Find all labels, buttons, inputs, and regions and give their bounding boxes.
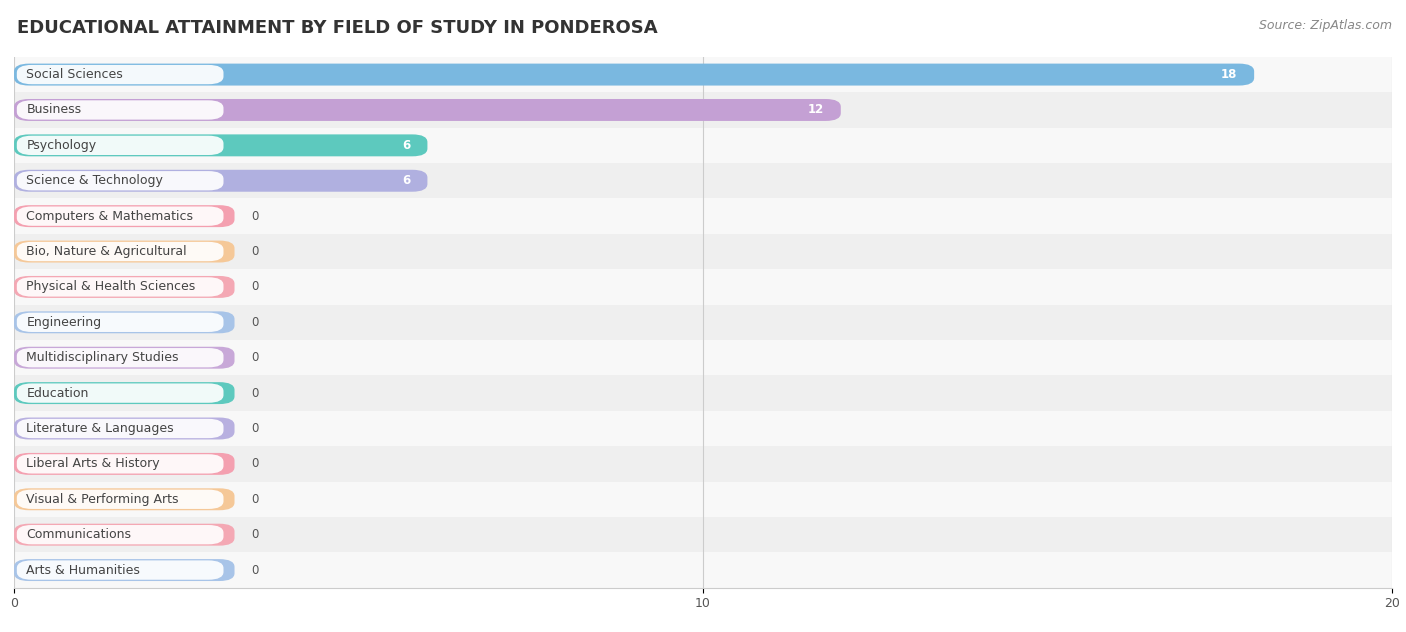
FancyBboxPatch shape xyxy=(14,524,235,545)
Text: 0: 0 xyxy=(252,493,259,506)
Bar xyxy=(14,552,1392,588)
Text: 0: 0 xyxy=(252,422,259,435)
FancyBboxPatch shape xyxy=(17,348,224,367)
FancyBboxPatch shape xyxy=(14,559,235,581)
Text: 0: 0 xyxy=(252,458,259,470)
Text: Business: Business xyxy=(27,104,82,116)
Text: 0: 0 xyxy=(252,387,259,399)
Text: Science & Technology: Science & Technology xyxy=(27,174,163,187)
Bar xyxy=(14,517,1392,552)
Text: 0: 0 xyxy=(252,210,259,222)
Bar xyxy=(14,198,1392,234)
Text: Education: Education xyxy=(27,387,89,399)
FancyBboxPatch shape xyxy=(14,241,235,262)
Bar xyxy=(14,163,1392,198)
Bar xyxy=(14,375,1392,411)
Text: Arts & Humanities: Arts & Humanities xyxy=(27,564,141,576)
Text: 6: 6 xyxy=(402,139,411,152)
Text: Psychology: Psychology xyxy=(27,139,97,152)
Text: Visual & Performing Arts: Visual & Performing Arts xyxy=(27,493,179,506)
Bar xyxy=(14,92,1392,128)
Bar xyxy=(14,57,1392,92)
Text: 0: 0 xyxy=(252,528,259,541)
FancyBboxPatch shape xyxy=(17,171,224,190)
Text: Physical & Health Sciences: Physical & Health Sciences xyxy=(27,281,195,293)
FancyBboxPatch shape xyxy=(17,242,224,261)
FancyBboxPatch shape xyxy=(17,313,224,332)
FancyBboxPatch shape xyxy=(17,419,224,438)
FancyBboxPatch shape xyxy=(14,135,427,156)
Text: 0: 0 xyxy=(252,245,259,258)
Text: Computers & Mathematics: Computers & Mathematics xyxy=(27,210,194,222)
Text: EDUCATIONAL ATTAINMENT BY FIELD OF STUDY IN PONDEROSA: EDUCATIONAL ATTAINMENT BY FIELD OF STUDY… xyxy=(17,19,658,37)
FancyBboxPatch shape xyxy=(17,65,224,84)
FancyBboxPatch shape xyxy=(17,384,224,403)
FancyBboxPatch shape xyxy=(17,277,224,296)
FancyBboxPatch shape xyxy=(14,64,1254,85)
Text: 0: 0 xyxy=(252,316,259,329)
FancyBboxPatch shape xyxy=(17,207,224,226)
FancyBboxPatch shape xyxy=(14,418,235,439)
FancyBboxPatch shape xyxy=(14,170,427,191)
FancyBboxPatch shape xyxy=(14,276,235,298)
Bar xyxy=(14,269,1392,305)
Text: 0: 0 xyxy=(252,564,259,576)
Text: Bio, Nature & Agricultural: Bio, Nature & Agricultural xyxy=(27,245,187,258)
Text: 12: 12 xyxy=(807,104,824,116)
FancyBboxPatch shape xyxy=(14,205,235,227)
FancyBboxPatch shape xyxy=(14,99,841,121)
Text: 0: 0 xyxy=(252,281,259,293)
FancyBboxPatch shape xyxy=(14,382,235,404)
Text: Communications: Communications xyxy=(27,528,131,541)
Bar xyxy=(14,482,1392,517)
FancyBboxPatch shape xyxy=(17,100,224,119)
Bar xyxy=(14,234,1392,269)
Bar xyxy=(14,128,1392,163)
FancyBboxPatch shape xyxy=(17,136,224,155)
Bar xyxy=(14,340,1392,375)
FancyBboxPatch shape xyxy=(17,561,224,580)
FancyBboxPatch shape xyxy=(14,312,235,333)
Text: Multidisciplinary Studies: Multidisciplinary Studies xyxy=(27,351,179,364)
FancyBboxPatch shape xyxy=(14,347,235,368)
FancyBboxPatch shape xyxy=(14,453,235,475)
Text: Engineering: Engineering xyxy=(27,316,101,329)
FancyBboxPatch shape xyxy=(17,454,224,473)
Text: 6: 6 xyxy=(402,174,411,187)
Text: 18: 18 xyxy=(1220,68,1237,81)
Text: 0: 0 xyxy=(252,351,259,364)
FancyBboxPatch shape xyxy=(17,525,224,544)
Text: Literature & Languages: Literature & Languages xyxy=(27,422,174,435)
Bar xyxy=(14,446,1392,482)
Bar xyxy=(14,411,1392,446)
Bar xyxy=(14,305,1392,340)
Text: Source: ZipAtlas.com: Source: ZipAtlas.com xyxy=(1258,19,1392,32)
Text: Social Sciences: Social Sciences xyxy=(27,68,124,81)
FancyBboxPatch shape xyxy=(14,489,235,510)
FancyBboxPatch shape xyxy=(17,490,224,509)
Text: Liberal Arts & History: Liberal Arts & History xyxy=(27,458,160,470)
